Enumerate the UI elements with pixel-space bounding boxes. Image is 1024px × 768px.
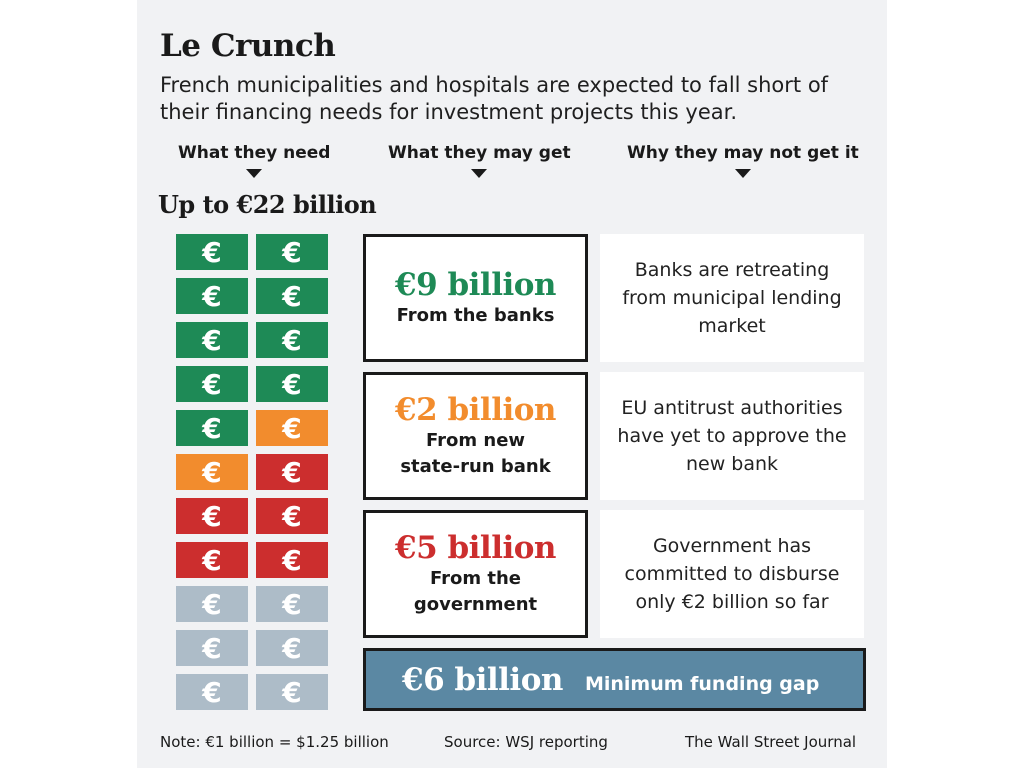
euro-note-state-bank: € <box>256 410 328 446</box>
source-amount: €5 billion <box>395 530 556 566</box>
column-header-why-label: Why they may not get it <box>627 143 859 163</box>
euro-note-government: € <box>176 542 248 578</box>
down-arrow-icon <box>471 169 488 178</box>
footer-credit: The Wall Street Journal <box>685 733 857 751</box>
reason-text: Banks are retreating from municipal lend… <box>622 259 842 337</box>
gap-label: Minimum funding gap <box>584 672 820 695</box>
source-label: government <box>413 594 538 615</box>
footer-note: Note: €1 billion = $1.25 billion <box>160 733 389 751</box>
reason-text: Government has committed to disburse onl… <box>624 535 840 613</box>
subtitle: French municipalities and hospitals are … <box>160 73 829 124</box>
source-amount: €2 billion <box>395 392 556 428</box>
need-total: Up to €22 billion <box>158 190 377 219</box>
column-header-need: What they need <box>178 143 330 178</box>
down-arrow-icon <box>246 169 263 178</box>
reason-box-state-bank: EU antitrust authorities have yet to app… <box>600 372 864 500</box>
euro-note-gap: € <box>176 674 248 710</box>
page-title: Le Crunch <box>160 28 336 64</box>
euro-note-banks: € <box>256 234 328 270</box>
gap-amount: €6 billion <box>402 661 563 698</box>
euro-note-banks: € <box>256 366 328 402</box>
reason-box-government: Government has committed to disburse onl… <box>600 510 864 638</box>
source-box-state-bank: €2 billion From new state-run bank <box>363 372 588 500</box>
euro-note-government: € <box>256 542 328 578</box>
column-header-get-label: What they may get <box>388 143 571 163</box>
reason-box-banks: Banks are retreating from municipal lend… <box>600 234 864 362</box>
euro-note-government: € <box>256 498 328 534</box>
euro-note-banks: € <box>176 278 248 314</box>
column-header-need-label: What they need <box>178 143 331 163</box>
source-box-banks: €9 billion From the banks <box>363 234 588 362</box>
euro-note-gap: € <box>176 586 248 622</box>
footer-source: Source: WSJ reporting <box>444 733 608 751</box>
euro-note-banks: € <box>256 322 328 358</box>
euro-note-banks: € <box>256 278 328 314</box>
euro-note-gap: € <box>256 630 328 666</box>
euro-note-government: € <box>256 454 328 490</box>
source-amount: €9 billion <box>395 267 556 303</box>
source-label: state-run bank <box>400 456 551 477</box>
reason-text: EU antitrust authorities have yet to app… <box>617 397 847 475</box>
euro-note-banks: € <box>176 234 248 270</box>
euro-note-state-bank: € <box>176 454 248 490</box>
euro-note-banks: € <box>176 410 248 446</box>
euro-note-banks: € <box>176 322 248 358</box>
euro-note-gap: € <box>256 674 328 710</box>
euro-note-gap: € <box>256 586 328 622</box>
down-arrow-icon <box>734 169 751 178</box>
euro-note-government: € <box>176 498 248 534</box>
funding-gap-box: €6 billion Minimum funding gap <box>363 648 866 711</box>
source-box-government: €5 billion From the government <box>363 510 588 638</box>
source-label: From the banks <box>396 305 555 326</box>
column-header-get: What they may get <box>388 143 571 178</box>
column-header-why: Why they may not get it <box>627 143 859 178</box>
euro-note-banks: € <box>176 366 248 402</box>
source-label: From new <box>425 430 526 451</box>
euro-note-gap: € <box>176 630 248 666</box>
source-label: From the <box>429 568 522 589</box>
